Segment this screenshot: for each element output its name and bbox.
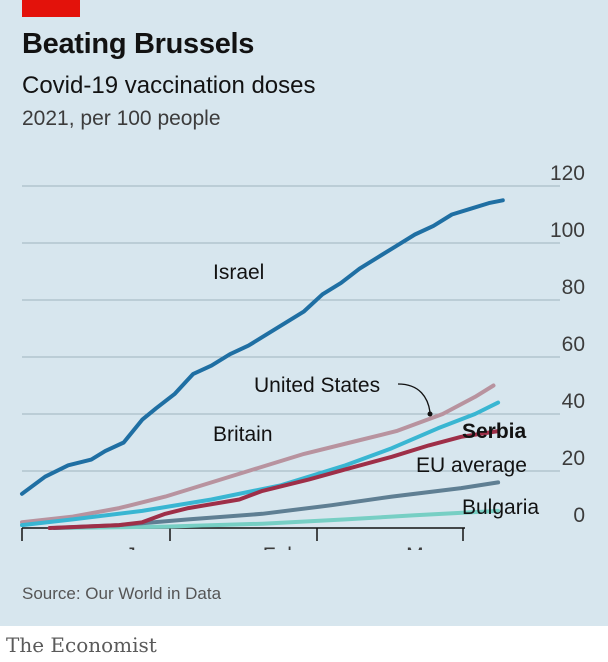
label-britain: Britain (213, 423, 273, 446)
series-line-israel (20, 198, 505, 496)
y-tick-label-40: 40 (562, 390, 585, 413)
y-tick-label-80: 80 (562, 276, 585, 299)
y-tick-label-20: 20 (562, 447, 585, 470)
y-tick-label-100: 100 (550, 219, 585, 242)
x-tick-label-feb: Feb (263, 544, 299, 550)
y-tick-label-120: 120 (550, 162, 585, 185)
y-tick-label-60: 60 (562, 333, 585, 356)
brand-red-bar (22, 0, 80, 17)
us-leader-dot (427, 411, 433, 417)
x-tick-label-jan: Jan (125, 544, 159, 550)
label-israel: Israel (213, 261, 264, 284)
label-eu-average: EU average (416, 454, 527, 477)
y-tick-label-0: 0 (573, 504, 585, 527)
series-line-united-states (20, 400, 501, 528)
chart-title: Beating Brussels (22, 28, 255, 60)
source-note: Source: Our World in Data (22, 584, 222, 603)
series-line-serbia (47, 429, 501, 530)
publisher-footer: The Economist (6, 633, 157, 657)
chart-unit: 2021, per 100 people (22, 107, 221, 130)
label-united-states: United States (254, 374, 380, 397)
label-serbia: Serbia (462, 420, 527, 443)
series-line-britain (20, 383, 496, 525)
label-bulgaria: Bulgaria (462, 496, 539, 519)
series-line-bulgaria (52, 508, 501, 530)
line-chart: 0 20 40 60 80 100 120 Jan Feb Mar Israel United Sta… (20, 162, 585, 550)
chart-subtitle: Covid-19 vaccination doses (22, 72, 316, 99)
x-tick-label-mar: Mar (406, 544, 442, 550)
us-leader-line (397, 383, 431, 413)
